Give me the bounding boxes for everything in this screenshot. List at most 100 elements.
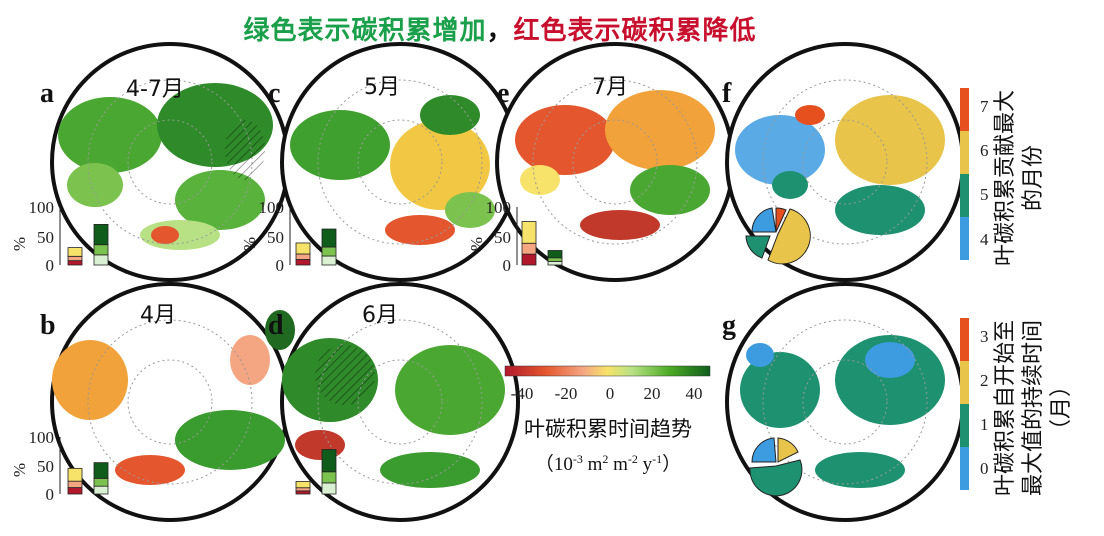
colorbar-tick: 40	[686, 384, 703, 403]
colorbar-unit: （10-3 m2 m-2 y-1）	[535, 452, 681, 475]
pie-chart	[749, 437, 803, 497]
decrease-bar-segment	[521, 253, 537, 266]
increase-bar-segment	[93, 477, 109, 487]
map-vegetation	[52, 310, 295, 485]
inset-axis: 100 50 0 %	[467, 198, 518, 275]
increase-bar-segment	[321, 482, 337, 495]
decrease-bar-segment	[295, 259, 311, 266]
map-vegetation	[515, 90, 715, 240]
colorbar-tick: 3	[980, 327, 989, 346]
title-separator: ，	[486, 16, 514, 46]
month-label: 6月	[362, 303, 398, 328]
pie-chart	[745, 207, 811, 265]
decrease-bar-segment	[295, 242, 311, 255]
panel-label: g	[722, 310, 736, 341]
tick-100: 100	[29, 428, 55, 447]
tick-0: 0	[46, 256, 55, 275]
decrease-bar-segment	[67, 247, 83, 257]
increase-bar-segment	[321, 246, 337, 257]
colorbar-label: 叶碳积累时间趋势	[524, 417, 692, 441]
map-vegetation	[58, 83, 273, 250]
month-label: 4月	[140, 303, 176, 328]
panel-label: a	[40, 78, 54, 109]
trend-colorbar: -40 -20 0 20 40 叶碳积累时间趋势 （10-3 m2 m-2 y-…	[504, 365, 711, 475]
colorbar-label: 的月份	[1021, 145, 1046, 211]
tick-100: 100	[259, 198, 285, 217]
increase-bar-segment	[321, 471, 337, 484]
colorbar-tick: 7	[980, 97, 989, 116]
colorbar-tick: 1	[980, 415, 989, 434]
increase-bar-segment	[321, 228, 337, 248]
colorbar-gradient	[504, 365, 711, 377]
axis-unit: %	[240, 237, 259, 251]
map-duration-classes	[740, 335, 945, 488]
colorbar-label: 叶碳积累自开始至	[993, 320, 1018, 496]
title-green-part: 绿色表示碳积累增加	[243, 16, 487, 46]
tick-50: 50	[37, 228, 54, 247]
colorbar-tick: 4	[980, 230, 989, 249]
panel-b: b 4月 100 50 0 %	[10, 282, 295, 522]
tick-100: 100	[29, 198, 55, 217]
colorbar-tick: 2	[980, 371, 989, 390]
map-month-classes	[735, 95, 945, 235]
decrease-bar-segment	[295, 490, 311, 495]
inset-axis: 100 50 0 %	[240, 198, 291, 275]
panel-d: d 6月	[268, 282, 520, 522]
tick-50: 50	[267, 228, 284, 247]
axis-unit: %	[10, 463, 29, 477]
colorbar-tick: 0	[980, 459, 989, 478]
panel-label: e	[497, 78, 509, 109]
panel-f: f	[722, 42, 965, 282]
decrease-bar-segment	[295, 253, 311, 260]
decrease-bar-segment	[67, 467, 83, 482]
colorbar-label: 叶碳积累贡献最大	[993, 90, 1018, 266]
panel-g: g	[722, 282, 965, 522]
increase-bar-segment	[93, 244, 109, 256]
map-vegetation	[282, 338, 505, 488]
colorbar-tick: 5	[980, 185, 989, 204]
increase-bar-segment	[547, 260, 563, 266]
axis-unit: %	[467, 237, 486, 251]
colorbar-tick: -40	[511, 384, 534, 403]
panel-label: b	[40, 310, 56, 341]
increase-bar-segment	[321, 449, 337, 473]
panel-c: c 5月 100 50 0 %	[240, 42, 520, 282]
duration-colorbar: 3 2 1 0 叶碳积累自开始至 最大值的持续时间 （月）	[960, 318, 1074, 496]
increase-bar-segment	[547, 250, 563, 259]
decrease-bar-segment	[521, 242, 537, 255]
month-label: 7月	[592, 75, 628, 100]
increase-bar-segment	[93, 462, 109, 479]
decrease-bar-segment	[67, 487, 83, 495]
tick-0: 0	[46, 485, 55, 504]
colorbar-label: （月）	[1049, 375, 1074, 441]
tick-0: 0	[503, 256, 512, 275]
decrease-bar-segment	[67, 260, 83, 266]
increase-bar-segment	[321, 255, 337, 266]
colorbar-tick: 0	[606, 384, 615, 403]
month-colorbar: 7 6 5 4 叶碳积累贡献最大 的月份	[960, 88, 1046, 266]
panel-label: f	[722, 78, 732, 109]
map-vegetation	[290, 95, 495, 245]
colorbar-label: 最大值的持续时间	[1021, 320, 1046, 496]
decrease-bar-segment	[295, 481, 311, 489]
tick-50: 50	[494, 228, 511, 247]
colorbar-tick: 20	[644, 384, 661, 403]
axis-unit: %	[10, 237, 29, 251]
inset-axis: 100 50 0 %	[10, 198, 61, 275]
increase-bar-segment	[93, 223, 109, 246]
figure-title: 绿色表示碳积累增加，红色表示碳积累降低	[0, 10, 1000, 47]
decrease-bar-segment	[67, 255, 83, 262]
inset-axis: 100 50 0 %	[10, 428, 61, 504]
tick-50: 50	[37, 457, 54, 476]
colorbar-tick: 6	[980, 141, 989, 160]
decrease-bar-segment	[521, 221, 537, 244]
panel-e: e 7月 100 50 0 %	[467, 42, 735, 282]
tick-100: 100	[486, 198, 512, 217]
increase-bar-segment	[93, 254, 109, 266]
increase-bar-segment	[547, 257, 563, 262]
increase-bar-segment	[93, 485, 109, 495]
month-label: 4-7月	[126, 77, 184, 102]
colorbar-tick: -20	[555, 384, 578, 403]
month-label: 5月	[364, 75, 400, 100]
